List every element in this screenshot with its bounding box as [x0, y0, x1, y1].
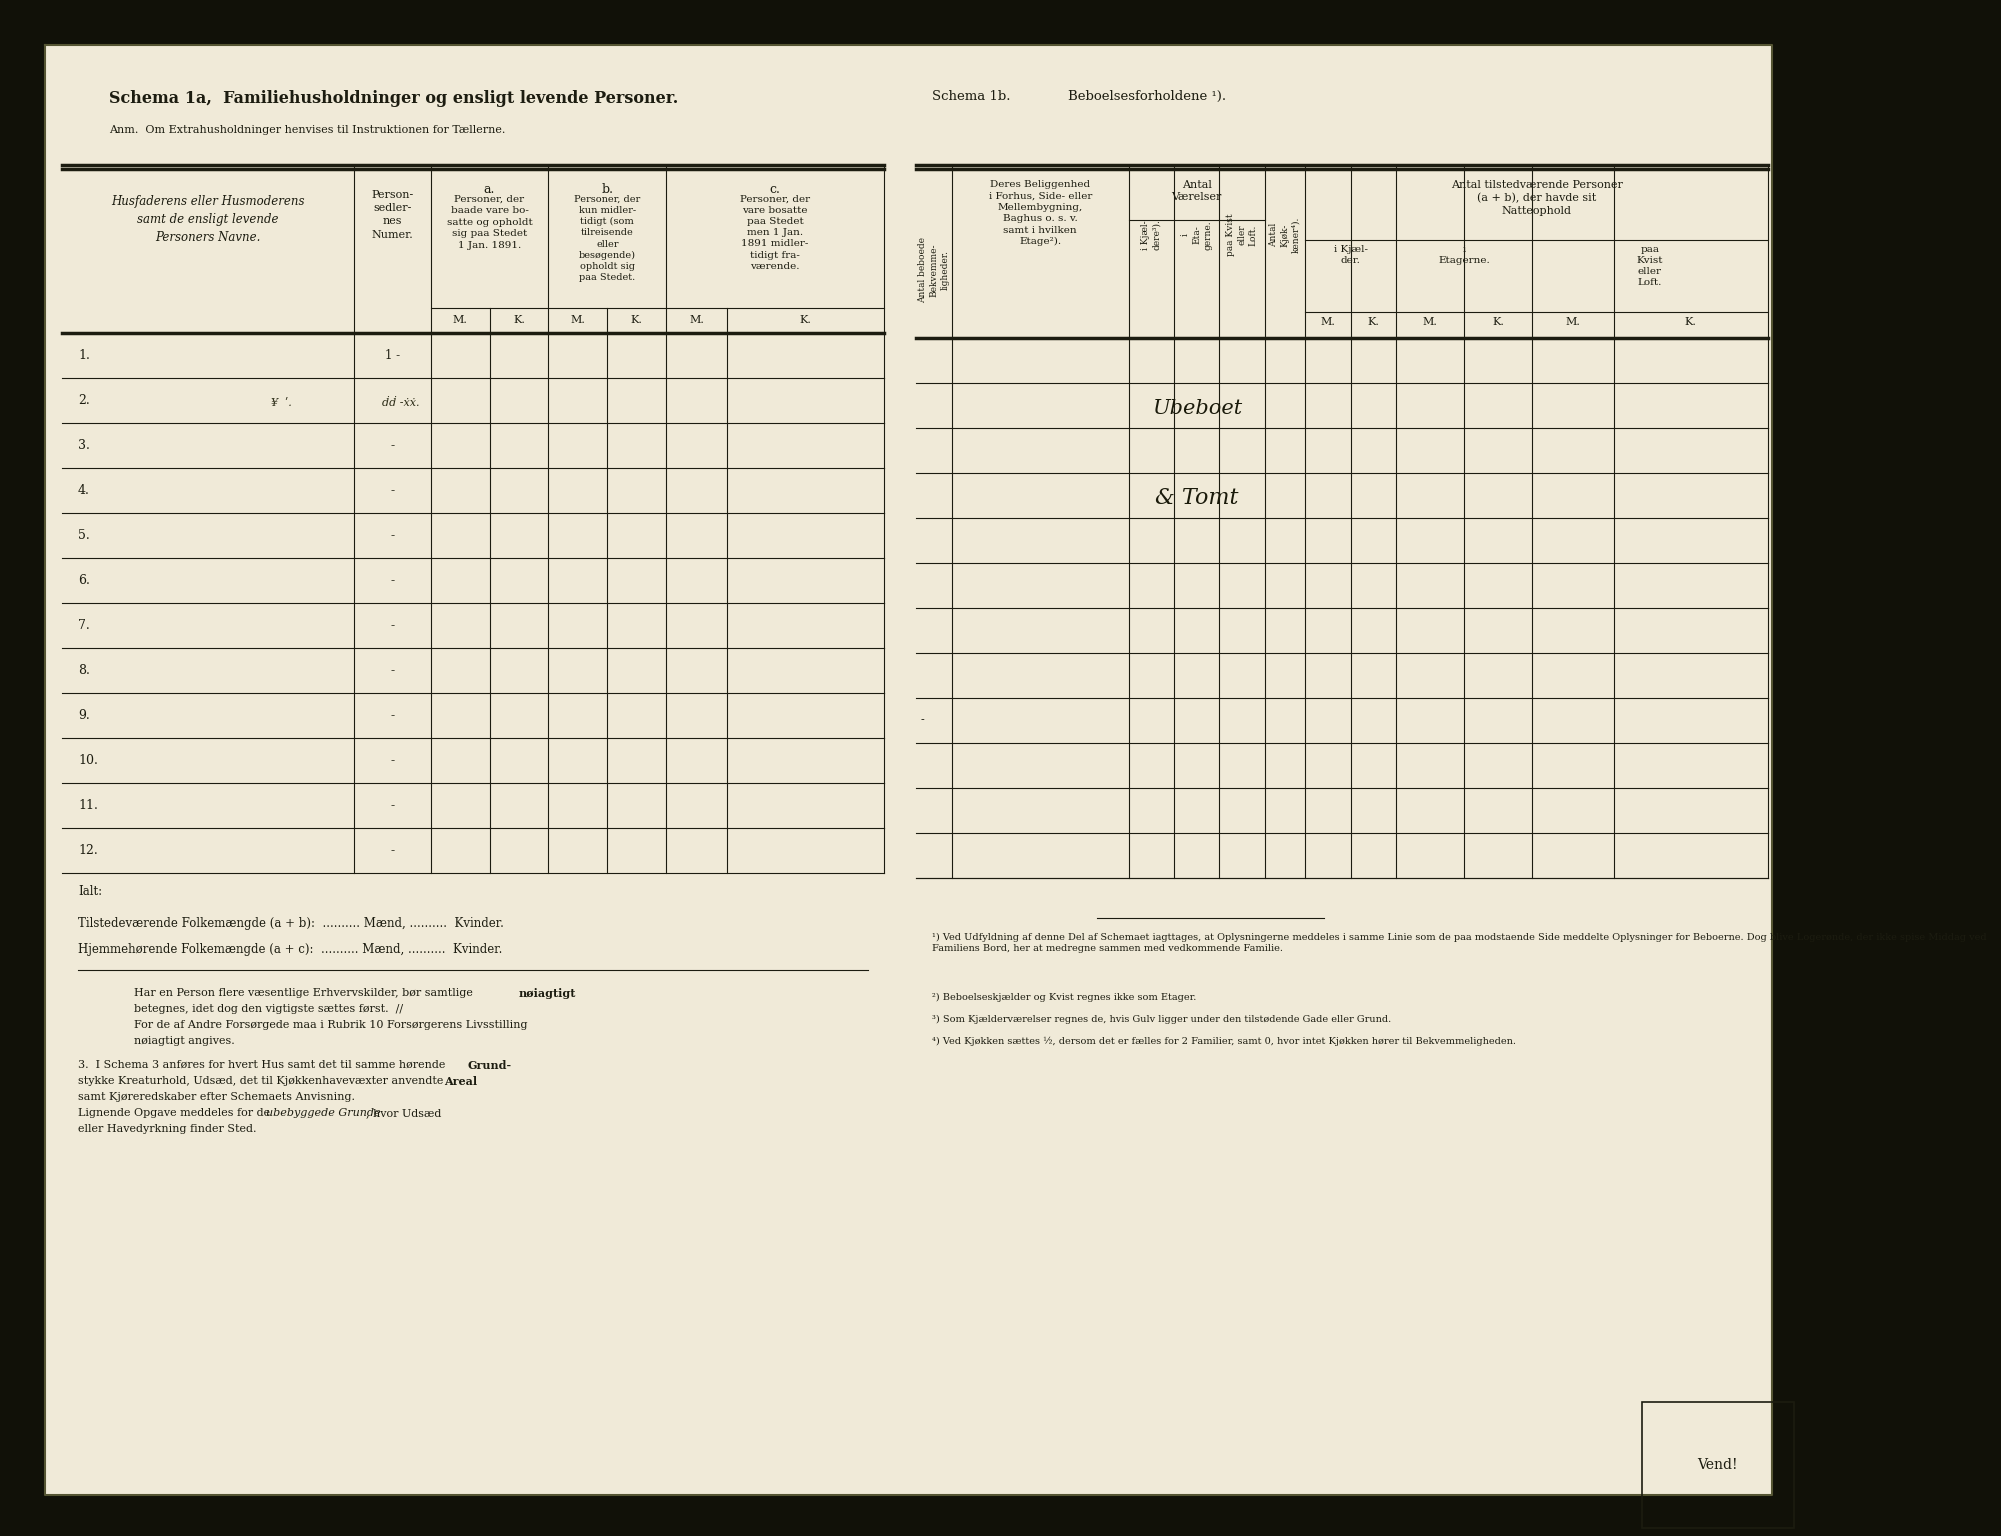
Text: 12.: 12.: [78, 843, 98, 857]
Text: Hjemmehørende Folkemængde (a + c):  .......... Mænd, ..........  Kvinder.: Hjemmehørende Folkemængde (a + c): .....…: [78, 943, 502, 955]
Text: samt Kjøreredskaber efter Schemaets Anvisning.: samt Kjøreredskaber efter Schemaets Anvi…: [78, 1092, 354, 1101]
Text: ²) Beboelseskjælder og Kvist regnes ikke som Etager.: ²) Beboelseskjælder og Kvist regnes ikke…: [932, 992, 1197, 1001]
Text: a.: a.: [484, 183, 494, 197]
Text: K.: K.: [1493, 316, 1505, 327]
Text: -: -: [390, 619, 394, 631]
Text: Areal: Areal: [444, 1077, 478, 1087]
Text: For de af Andre Forsørgede maa i Rubrik 10 Forsørgerens Livsstilling: For de af Andre Forsørgede maa i Rubrik …: [134, 1020, 528, 1031]
Text: 3.  I Schema 3 anføres for hvert Hus samt det til samme hørende: 3. I Schema 3 anføres for hvert Hus samt…: [78, 1060, 448, 1071]
Text: Antal tilstedværende Personer
(a + b), der havde sit
Natteophold: Antal tilstedværende Personer (a + b), d…: [1451, 180, 1623, 217]
Text: -: -: [390, 439, 394, 452]
Text: 6.: 6.: [78, 574, 90, 587]
Text: 7.: 7.: [78, 619, 90, 631]
Text: K.: K.: [630, 315, 642, 326]
Text: Antal beboede
Bekvemme-
ligheder.: Antal beboede Bekvemme- ligheder.: [918, 237, 948, 303]
Text: 10.: 10.: [78, 754, 98, 766]
Text: betegnes, idet dog den vigtigste sættes først.  //: betegnes, idet dog den vigtigste sættes …: [134, 1005, 404, 1014]
Text: i Kjæl-
der.: i Kjæl- der.: [1335, 246, 1369, 266]
Text: Personer, der
vare bosatte
paa Stedet
men 1 Jan.
1891 midler-
tidigt fra-
værend: Personer, der vare bosatte paa Stedet me…: [740, 195, 810, 270]
Text: , hvor Udsæd: , hvor Udsæd: [366, 1107, 442, 1118]
Text: -: -: [390, 754, 394, 766]
Text: Personer, der
baade vare bo-
satte og opholdt
sig paa Stedet
1 Jan. 1891.: Personer, der baade vare bo- satte og op…: [446, 195, 532, 250]
Text: Person-
sedler-
nes
Numer.: Person- sedler- nes Numer.: [370, 190, 412, 240]
Text: -: -: [390, 664, 394, 677]
Text: K.: K.: [800, 315, 810, 326]
Text: M.: M.: [1565, 316, 1581, 327]
Text: ḋḋ -ẋẋ.: ḋḋ -ẋẋ.: [382, 398, 420, 407]
Text: K.: K.: [1367, 316, 1379, 327]
Text: nøiagtigt: nøiagtigt: [518, 988, 576, 998]
Text: M.: M.: [1321, 316, 1335, 327]
Text: eller Havedyrkning finder Sted.: eller Havedyrkning finder Sted.: [78, 1124, 256, 1134]
Text: -: -: [390, 799, 394, 813]
Text: Husfaderens eller Husmoderens
samt de ensligt levende
Personers Navne.: Husfaderens eller Husmoderens samt de en…: [110, 195, 304, 244]
Text: -: -: [390, 843, 394, 857]
Text: Lignende Opgave meddeles for de: Lignende Opgave meddeles for de: [78, 1107, 274, 1118]
Text: 3.: 3.: [78, 439, 90, 452]
Text: M.: M.: [452, 315, 468, 326]
Text: Anm.  Om Extrahusholdninger henvises til Instruktionen for Tællerne.: Anm. Om Extrahusholdninger henvises til …: [108, 124, 504, 135]
Text: ¹) Ved Udfyldning af denne Del af Schemaet iagttages, at Oplysningerne meddeles : ¹) Ved Udfyldning af denne Del af Schema…: [932, 932, 1987, 952]
Text: -: -: [920, 716, 924, 725]
Text: -: -: [390, 528, 394, 542]
Text: Schema 1a,  Familiehusholdninger og ensligt levende Personer.: Schema 1a, Familiehusholdninger og ensli…: [108, 91, 678, 108]
Text: ubebyggede Grunde: ubebyggede Grunde: [266, 1107, 380, 1118]
Text: Ialt:: Ialt:: [78, 885, 102, 899]
Text: K.: K.: [1685, 316, 1697, 327]
Text: i Kjæl-
dere³).: i Kjæl- dere³).: [1141, 220, 1161, 250]
Text: 9.: 9.: [78, 710, 90, 722]
Text: 1 -: 1 -: [384, 349, 400, 362]
Text: ¥  ʹ.: ¥ ʹ.: [270, 398, 292, 407]
Text: Grund-: Grund-: [468, 1060, 512, 1071]
Text: 8.: 8.: [78, 664, 90, 677]
Text: ³) Som Kjælderværelser regnes de, hvis Gulv ligger under den tilstødende Gade el: ³) Som Kjælderværelser regnes de, hvis G…: [932, 1015, 1391, 1025]
Text: nøiagtigt angives.: nøiagtigt angives.: [134, 1035, 234, 1046]
Text: Tilstedeværende Folkemængde (a + b):  .......... Mænd, ..........  Kvinder.: Tilstedeværende Folkemængde (a + b): ...…: [78, 917, 504, 929]
Text: i
Eta-
gerne.: i Eta- gerne.: [1181, 220, 1213, 250]
Text: Deres Beliggenhed
i Forhus, Side- eller
Mellembygning,
Baghus o. s. v.
samt i hv: Deres Beliggenhed i Forhus, Side- eller …: [988, 180, 1093, 246]
Text: Antal
Kjøk-
kener⁴).: Antal Kjøk- kener⁴).: [1269, 217, 1301, 253]
Text: Beboelsesforholdene ¹).: Beboelsesforholdene ¹).: [1069, 91, 1227, 103]
Text: -: -: [390, 484, 394, 498]
Text: 5.: 5.: [78, 528, 90, 542]
Text: Personer, der
kun midler-
tidigt (som
tilreisende
eller
besøgende)
opholdt sig
p: Personer, der kun midler- tidigt (som ti…: [574, 195, 640, 283]
Text: -: -: [390, 710, 394, 722]
Text: ⁴) Ved Kjøkken sættes ½, dersom det er fælles for 2 Familier, samt 0, hvor intet: ⁴) Ved Kjøkken sættes ½, dersom det er f…: [932, 1037, 1517, 1046]
Text: K.: K.: [512, 315, 524, 326]
Text: M.: M.: [1423, 316, 1437, 327]
Text: paa Kvist
eller
Loft.: paa Kvist eller Loft.: [1227, 214, 1257, 257]
Text: paa
Kvist
eller
Loft.: paa Kvist eller Loft.: [1637, 246, 1663, 287]
Text: b.: b.: [602, 183, 614, 197]
Text: i
Etagerne.: i Etagerne.: [1439, 246, 1491, 266]
Text: Schema 1b.: Schema 1b.: [932, 91, 1011, 103]
Text: 1.: 1.: [78, 349, 90, 362]
Text: Antal
Værelser: Antal Værelser: [1171, 180, 1223, 203]
Text: 4.: 4.: [78, 484, 90, 498]
Text: & Tomt: & Tomt: [1155, 487, 1239, 510]
Text: stykke Kreaturhold, Udsæd, det til Kjøkkenhavevæxter anvendte: stykke Kreaturhold, Udsæd, det til Kjøkk…: [78, 1077, 446, 1086]
Text: M.: M.: [688, 315, 704, 326]
Text: c.: c.: [770, 183, 780, 197]
Text: 2.: 2.: [78, 395, 90, 407]
Text: M.: M.: [570, 315, 586, 326]
Text: -: -: [390, 574, 394, 587]
Text: Har en Person flere væsentlige Erhvervskilder, bør samtlige: Har en Person flere væsentlige Erhvervsk…: [134, 988, 476, 998]
Text: Vend!: Vend!: [1697, 1458, 1739, 1471]
Text: Ubeboet: Ubeboet: [1151, 399, 1243, 418]
Text: 11.: 11.: [78, 799, 98, 813]
